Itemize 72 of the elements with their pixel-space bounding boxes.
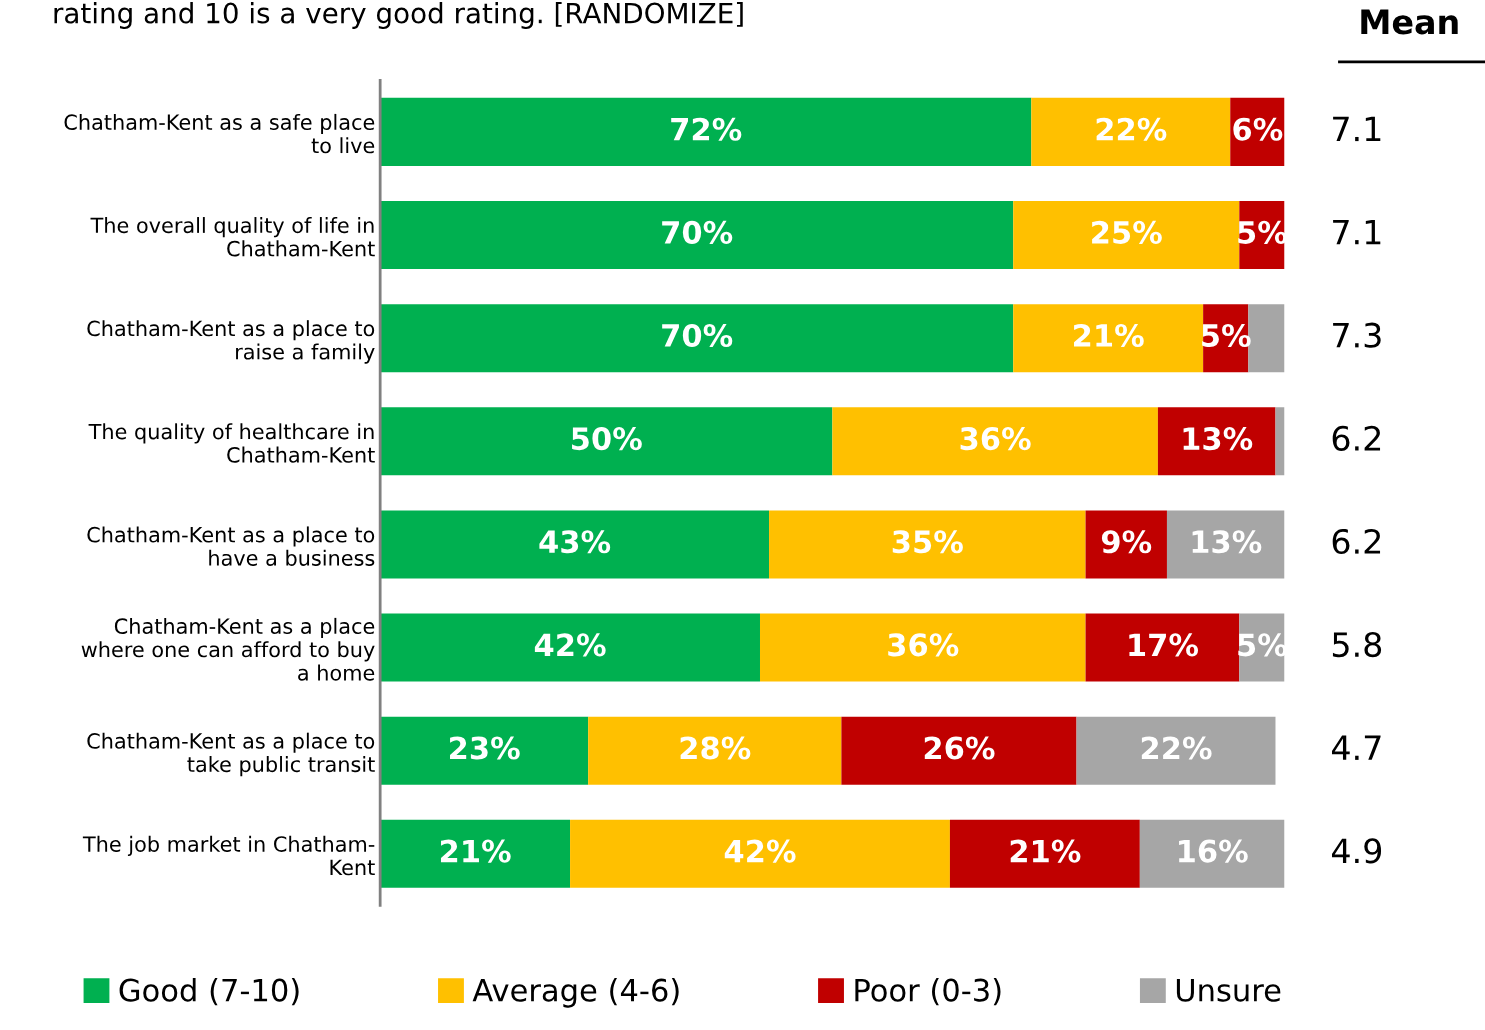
bar	[1139, 819, 1285, 888]
bar	[570, 819, 950, 888]
data-label: 21%	[440, 839, 511, 863]
text: 7.3	[1333, 322, 1381, 348]
bar	[1166, 510, 1285, 579]
y-tick-label: The quality of healthcare in Chatham-Kent	[88, 423, 375, 463]
y-tick-label: The overall quality of life in Chatham-Kent	[90, 217, 375, 257]
bar	[1031, 97, 1231, 166]
text: 5.8	[1332, 632, 1382, 658]
data-label: 28%	[680, 736, 751, 760]
bar	[1085, 510, 1167, 579]
bar	[1076, 716, 1276, 785]
bar	[380, 97, 1032, 166]
bar	[1013, 304, 1204, 373]
data-label: 13%	[1192, 530, 1262, 554]
bar	[1275, 407, 1285, 476]
y-tick-label: Chatham-Kent as a safe place to live	[64, 113, 375, 154]
bar	[841, 716, 1077, 785]
bar	[1157, 407, 1276, 476]
data-label: 35%	[892, 530, 963, 554]
data-label: 21%	[1010, 839, 1081, 863]
bar	[832, 407, 1158, 476]
bar	[380, 819, 571, 888]
data-label: 43%	[539, 530, 611, 554]
data-label: 16%	[1179, 839, 1248, 863]
data-label: 36%	[960, 427, 1031, 451]
data-label: 6%	[1233, 117, 1283, 141]
text: 4.7	[1332, 735, 1381, 760]
data-label: 36%	[888, 633, 959, 657]
y-tick-label: Chatham-Kent as a place where one can afford to buy a home	[81, 617, 375, 681]
y-tick-label: The job market in Chatham- Kent	[82, 835, 375, 876]
bar	[769, 510, 1086, 579]
y-tick-label: Chatham-Kent as a place to raise a family	[87, 320, 375, 364]
data-label: 26%	[924, 736, 995, 760]
data-label: 70%	[662, 220, 733, 244]
legend-label: Good (7-10)	[119, 978, 299, 1006]
text: 4.9	[1332, 838, 1382, 864]
data-label: 17%	[1129, 633, 1199, 657]
bar	[949, 819, 1140, 888]
text: 7.1	[1333, 219, 1381, 245]
bar	[380, 510, 770, 579]
data-label: 22%	[1096, 117, 1167, 141]
text: 7.1	[1333, 116, 1381, 142]
bar	[380, 304, 1014, 373]
text: 6.2	[1332, 425, 1381, 451]
data-label: 42%	[724, 839, 796, 863]
legend-label: Poor (0-3)	[855, 978, 1001, 1006]
bar	[1085, 613, 1240, 682]
bar	[380, 716, 589, 785]
bar	[380, 407, 833, 476]
bar	[759, 613, 1086, 682]
chart-title: rating and 10 is a very good rating. [RANDOMIZE]	[54, 2, 743, 29]
data-label: 21%	[1074, 323, 1144, 348]
data-label: 23%	[450, 736, 520, 760]
data-label: 50%	[572, 427, 642, 451]
text: 6.2	[1332, 528, 1381, 555]
y-tick-label: Chatham-Kent as a place to have a business	[87, 526, 375, 566]
bar	[380, 201, 1014, 270]
legend-label: Unsure	[1176, 979, 1281, 1002]
data-label: 13%	[1183, 427, 1253, 451]
bar	[588, 716, 842, 785]
text: Mean	[1361, 9, 1458, 35]
bar	[380, 613, 760, 682]
data-label: 25%	[1092, 220, 1162, 244]
data-label: 72%	[671, 117, 742, 141]
bar	[1013, 201, 1240, 270]
data-label: 70%	[662, 323, 733, 348]
data-label: 42%	[534, 633, 606, 657]
legend-label: Average (4-6)	[472, 978, 679, 1008]
data-label: 22%	[1141, 736, 1212, 760]
y-tick-label: Chatham-Kent as a place to take public transit	[87, 732, 375, 777]
data-label: 9%	[1101, 530, 1152, 554]
